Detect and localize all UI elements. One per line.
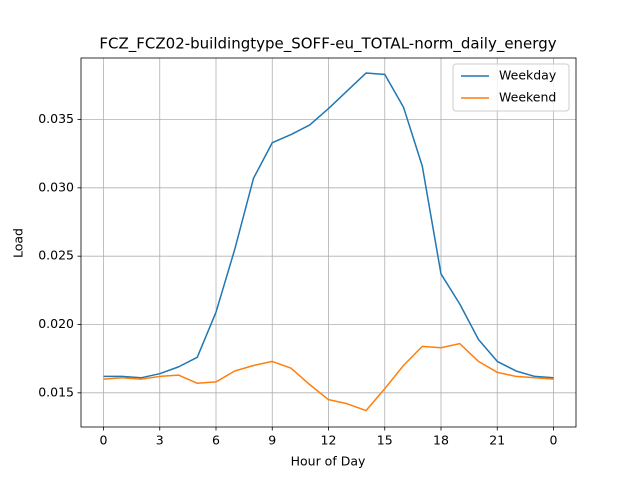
x-tick-label: 3	[156, 433, 164, 448]
x-tick-label: 15	[377, 433, 393, 448]
line-series	[103, 342, 554, 412]
y-tick-label: 0.020	[38, 316, 74, 331]
y-tick-label: 0.035	[38, 111, 74, 126]
x-tick-label: 0	[100, 433, 108, 448]
line-series	[103, 72, 554, 379]
x-tick-label: 9	[268, 433, 276, 448]
x-tick-label: 18	[433, 433, 449, 448]
legend-label: Weekday	[499, 68, 557, 83]
y-tick-label: 0.030	[38, 179, 74, 194]
x-tick-label: 12	[321, 433, 337, 448]
y-axis-label: Load	[11, 228, 26, 258]
x-axis-label: Hour of Day	[291, 454, 366, 469]
y-tick-label: 0.025	[38, 248, 74, 263]
x-tick-label: 0	[550, 433, 558, 448]
x-tick-label: 6	[212, 433, 220, 448]
y-tick-label: 0.015	[38, 384, 74, 399]
x-tick-label: 21	[489, 433, 505, 448]
legend-label: Weekend	[499, 90, 556, 105]
plot-frame	[80, 57, 577, 428]
chart-title: FCZ_FCZ02-buildingtype_SOFF-eu_TOTAL-nor…	[99, 35, 556, 54]
